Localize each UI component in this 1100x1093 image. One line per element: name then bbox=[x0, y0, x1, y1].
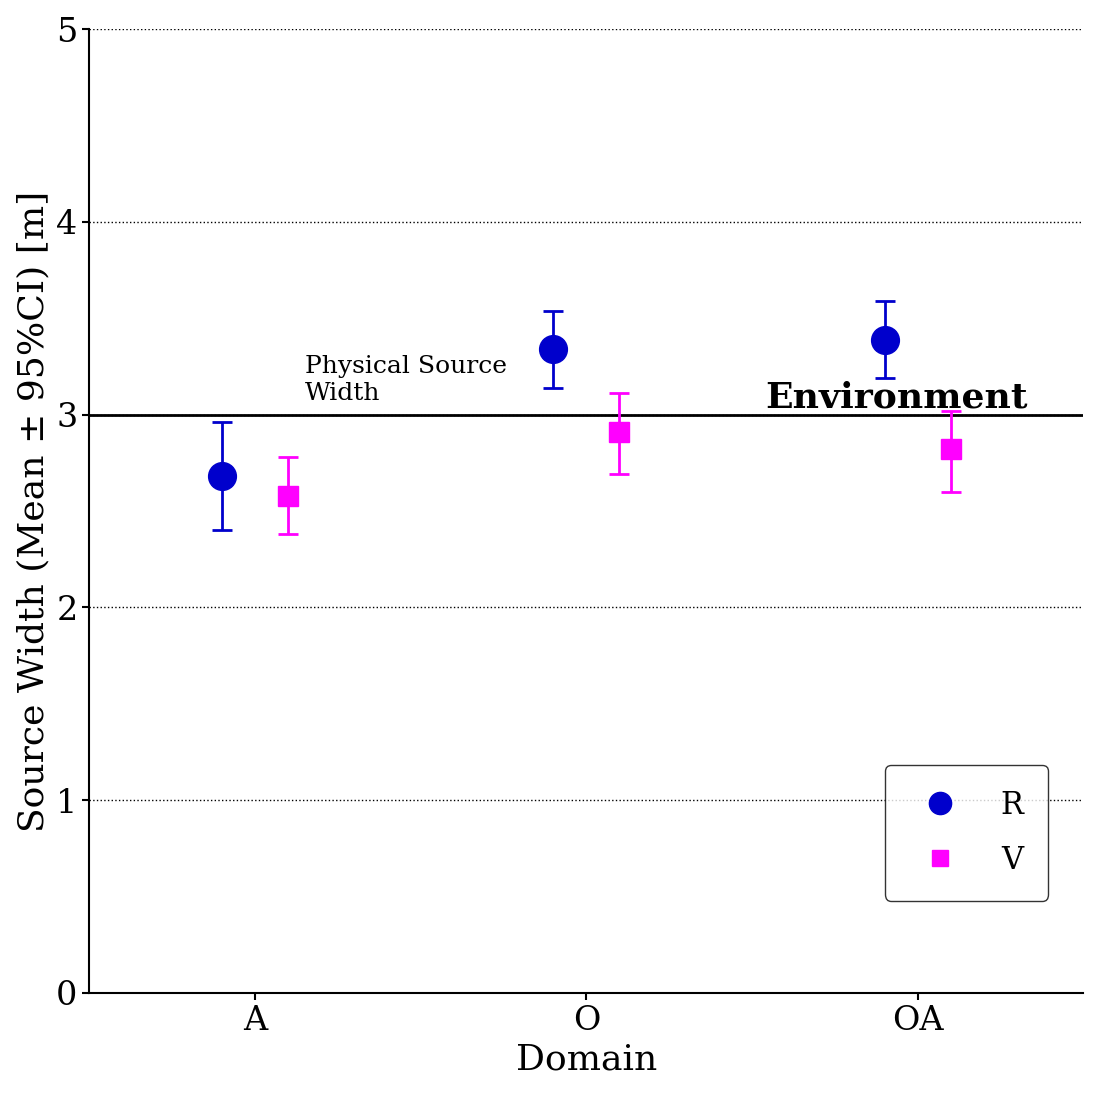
Legend: R, V: R, V bbox=[884, 765, 1048, 901]
Y-axis label: Source Width (Mean ± 95%CI) [m]: Source Width (Mean ± 95%CI) [m] bbox=[16, 190, 51, 832]
Text: Environment: Environment bbox=[766, 380, 1027, 414]
X-axis label: Domain: Domain bbox=[516, 1043, 657, 1077]
Text: Physical Source
Width: Physical Source Width bbox=[305, 355, 507, 406]
